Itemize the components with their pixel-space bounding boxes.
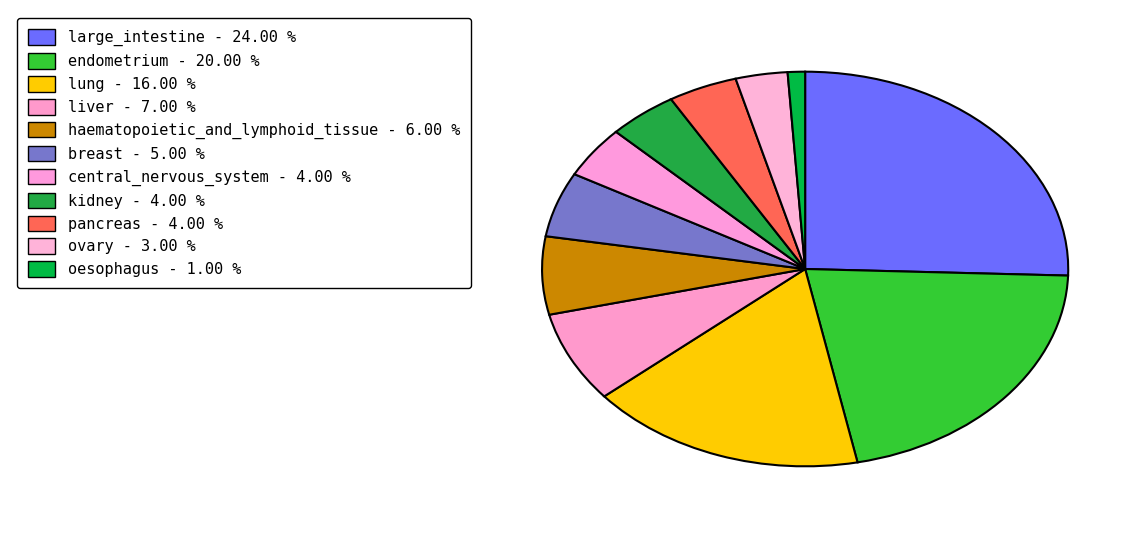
Legend: large_intestine - 24.00 %, endometrium - 20.00 %, lung - 16.00 %, liver - 7.00 %: large_intestine - 24.00 %, endometrium -…	[17, 18, 471, 288]
Wedge shape	[575, 132, 805, 269]
Wedge shape	[545, 174, 805, 269]
Wedge shape	[805, 72, 1068, 275]
Wedge shape	[671, 79, 805, 269]
Wedge shape	[604, 269, 857, 466]
Wedge shape	[736, 72, 805, 269]
Wedge shape	[788, 72, 805, 269]
Wedge shape	[542, 236, 805, 315]
Wedge shape	[805, 269, 1068, 462]
Wedge shape	[549, 269, 805, 397]
Wedge shape	[616, 99, 805, 269]
